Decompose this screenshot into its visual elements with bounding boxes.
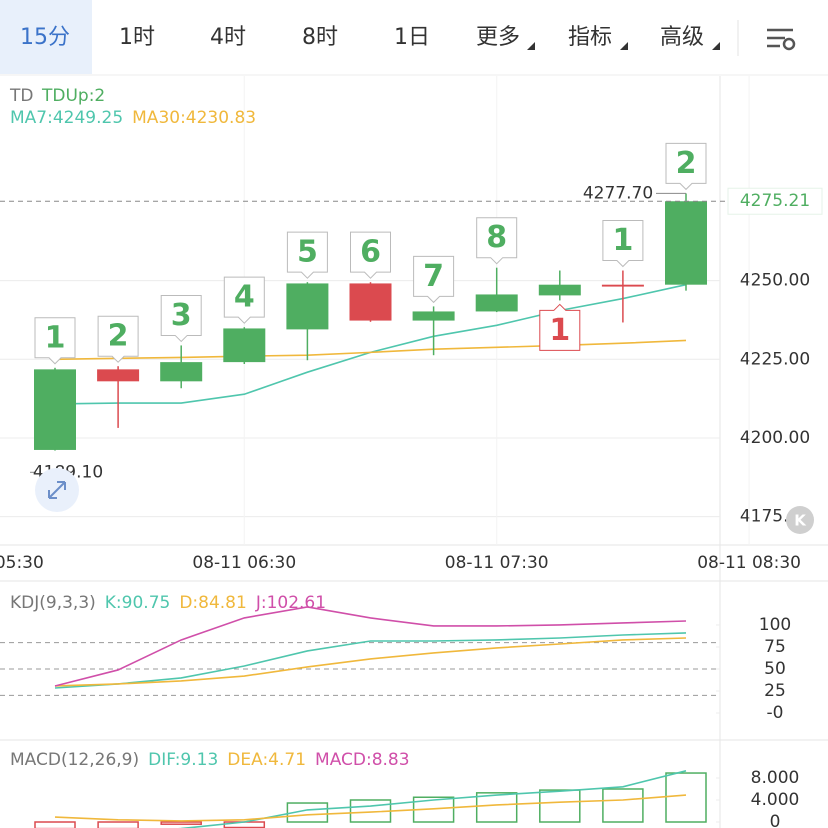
legend-label: MACD:8.83 (315, 750, 410, 770)
y-tick-label: 8.000 (751, 768, 800, 788)
high-marker-label: 4277.70 (583, 183, 653, 203)
legend-label: DEA:4.71 (227, 750, 306, 770)
y-tick-label: 75 (764, 637, 786, 657)
td-box (286, 231, 328, 279)
td-box (476, 217, 518, 265)
legend-label: K:90.75 (105, 593, 171, 613)
legend-label: MACD(12,26,9) (10, 750, 139, 770)
indicator-name: TD (9, 86, 33, 106)
y-tick-label: 4225.00 (740, 349, 810, 369)
last-price-label: 4275.21 (740, 191, 810, 211)
candle-body (412, 311, 455, 321)
y-tick-label: 25 (764, 681, 786, 701)
candle-body (475, 294, 518, 312)
tab[interactable]: 1日 (394, 25, 430, 50)
series-line (177, 770, 687, 828)
series-line (54, 794, 687, 822)
y-tick-label: 4250.00 (740, 271, 810, 291)
td-count: 5 (297, 235, 318, 270)
legend-label: J:102.61 (255, 593, 326, 613)
last-price-box (727, 187, 823, 215)
y-tick-label: 0 (770, 812, 781, 828)
legend-label: DIF:9.13 (148, 750, 218, 770)
td-count: 3 (171, 298, 192, 333)
x-tick-label: 08-11 07:30 (445, 553, 549, 573)
y-tick-label: 4.000 (751, 790, 800, 810)
candle-body (601, 284, 644, 287)
tab-selected-bg (0, 0, 92, 74)
tab[interactable]: 8时 (302, 25, 338, 50)
x-tick-label: 08-11 06:30 (192, 553, 296, 573)
td-count: 4 (234, 280, 255, 315)
indicator-value: TDUp:2 (41, 86, 105, 106)
td-box (413, 255, 455, 304)
tab[interactable]: 1时 (119, 25, 155, 50)
tab[interactable]: 15分 (20, 25, 70, 50)
macd-bar (286, 802, 329, 823)
legend-label: MA7:4249.25 (10, 108, 123, 128)
candle-body (97, 369, 140, 382)
candle-body (349, 283, 392, 321)
macd-bar (602, 788, 644, 823)
td-box (539, 303, 581, 351)
series-line (54, 637, 687, 687)
macd-bar (475, 792, 518, 823)
reset-label[interactable]: K (794, 512, 807, 530)
td-count: 1 (45, 320, 66, 355)
y-tick-label: 4200.00 (740, 428, 810, 448)
x-tick-label: 08-11 08:30 (697, 553, 801, 573)
x-tick-label: 08-11 05:30 (0, 553, 44, 573)
settings-icon[interactable] (767, 28, 796, 51)
td-count: 6 (360, 235, 381, 270)
td-count: 1 (549, 313, 570, 348)
legend-label: KDJ(9,3,3) (10, 593, 96, 613)
td-box (665, 142, 707, 191)
td-count: 8 (486, 220, 507, 255)
tab[interactable]: 指标 (568, 25, 612, 50)
series-line (54, 606, 687, 687)
y-tick-label: -0 (767, 703, 784, 723)
tab-bar: 15分 1时 4时 8时 1日 更多 指标 高级 (20, 25, 704, 50)
tab[interactable]: 更多 (476, 25, 520, 50)
candle-body (223, 328, 266, 363)
td-count: 2 (108, 319, 129, 354)
td-box (34, 317, 76, 365)
td-box (97, 315, 139, 363)
reset-button[interactable]: K (786, 506, 814, 534)
candle-body (34, 369, 76, 450)
td-box (602, 220, 644, 268)
candle-body (538, 284, 581, 296)
td-count: 2 (676, 146, 697, 181)
legend-label: D:84.81 (179, 593, 247, 613)
macd-bar (665, 772, 707, 823)
candle-body (665, 201, 707, 285)
td-box (350, 231, 391, 279)
dropdown-arrows (527, 42, 720, 50)
series-line (54, 632, 687, 689)
macd-bar (539, 789, 581, 823)
series-line (54, 339, 687, 361)
td-count: 1 (612, 223, 633, 258)
td-box (160, 294, 202, 343)
td-count: 7 (423, 259, 444, 294)
macd-bar (160, 821, 202, 825)
tab[interactable]: 高级 (660, 25, 704, 50)
y-tick-label: 100 (759, 615, 791, 635)
candle-body (286, 283, 329, 330)
legend-label: MA30:4230.83 (132, 108, 256, 128)
macd-bar (97, 821, 139, 828)
candle-body (160, 362, 203, 382)
zoom-button[interactable] (35, 468, 79, 512)
y-tick-label: 50 (764, 659, 786, 679)
tab[interactable]: 4时 (210, 25, 246, 50)
macd-bar (34, 821, 76, 828)
td-box (223, 276, 265, 324)
